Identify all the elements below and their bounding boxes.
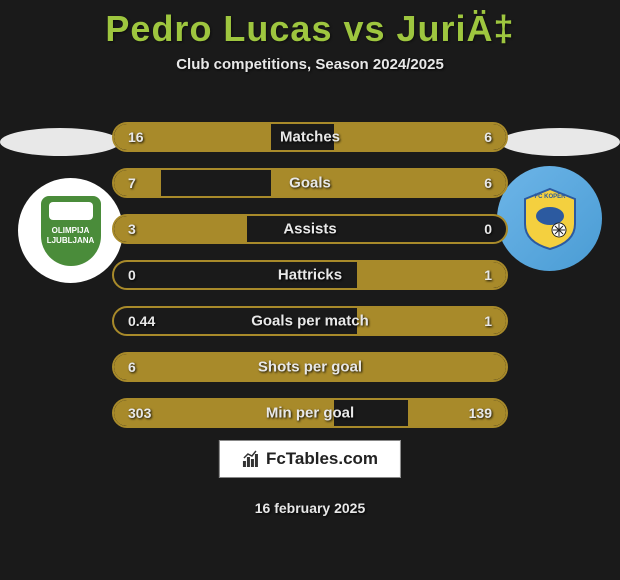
stat-label: Goals per match — [251, 313, 369, 330]
crest-right-name: FC KOPER — [534, 194, 566, 200]
brand-text: FcTables.com — [266, 449, 378, 469]
stat-row: 0 1 Hattricks — [112, 260, 508, 290]
stat-label: Assists — [283, 221, 336, 238]
crest-olimpija-icon: OLIMPIJA LJUBLJANA — [41, 196, 101, 266]
stat-row: 6 Shots per goal — [112, 352, 508, 382]
stat-label: Hattricks — [278, 267, 342, 284]
stat-row: 16 6 Matches — [112, 122, 508, 152]
date-text: 16 february 2025 — [255, 500, 366, 516]
crest-koper-icon: FC KOPER — [515, 184, 585, 254]
stat-row: 303 139 Min per goal — [112, 398, 508, 428]
stat-label: Min per goal — [266, 405, 354, 422]
player-shadow-left — [0, 128, 120, 156]
stat-row: 7 6 Goals — [112, 168, 508, 198]
stat-label: Matches — [280, 129, 340, 146]
club-badge-right: FC KOPER — [497, 166, 602, 271]
stat-row: 3 0 Assists — [112, 214, 508, 244]
stat-value-left: 303 — [128, 405, 151, 421]
stat-value-right: 1 — [484, 313, 492, 329]
stat-value-left: 7 — [128, 175, 136, 191]
stats-bars: 166Matches76Goals30Assists01Hattricks0.4… — [112, 122, 508, 444]
stat-value-left: 0.44 — [128, 313, 155, 329]
page-subtitle: Club competitions, Season 2024/2025 — [0, 56, 620, 73]
stat-value-right: 139 — [469, 405, 492, 421]
stat-value-left: 16 — [128, 129, 144, 145]
stat-value-right: 1 — [484, 267, 492, 283]
brand-chart-icon — [242, 450, 260, 468]
bar-fill-right — [334, 124, 506, 150]
bar-fill-left — [114, 170, 161, 196]
stat-value-left: 0 — [128, 267, 136, 283]
player-shadow-right — [500, 128, 620, 156]
brand-box: FcTables.com — [219, 440, 401, 478]
stat-value-right: 6 — [484, 129, 492, 145]
crest-left-top: OLIMPIJA — [52, 226, 90, 235]
stat-label: Goals — [289, 175, 331, 192]
stat-label: Shots per goal — [258, 359, 362, 376]
stat-value-right: 0 — [484, 221, 492, 237]
club-badge-left: OLIMPIJA LJUBLJANA — [18, 178, 123, 283]
stat-value-left: 6 — [128, 359, 136, 375]
stat-row: 0.44 1 Goals per match — [112, 306, 508, 336]
page-title: Pedro Lucas vs JuriÄ‡ — [0, 0, 620, 50]
crest-left-bottom: LJUBLJANA — [47, 236, 95, 245]
stat-value-left: 3 — [128, 221, 136, 237]
stat-value-right: 6 — [484, 175, 492, 191]
